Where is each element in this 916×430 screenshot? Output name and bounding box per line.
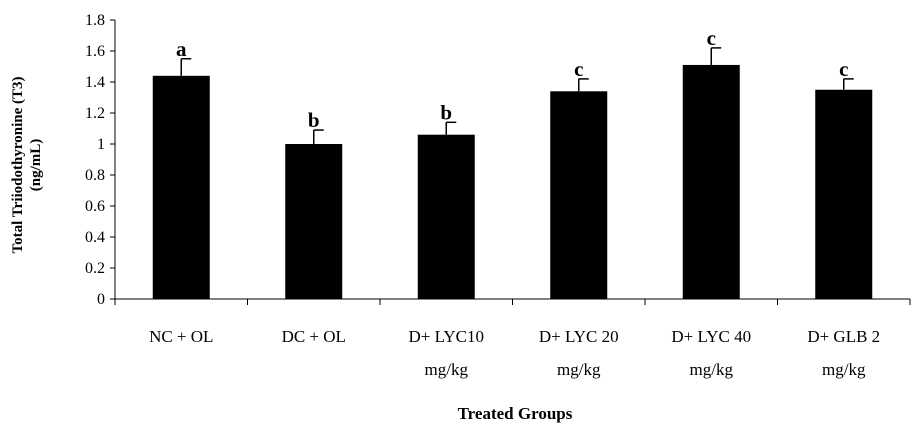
significance-label: c bbox=[574, 57, 583, 81]
x-axis-title: Treated Groups bbox=[458, 404, 573, 423]
y-tick-label: 1.2 bbox=[85, 105, 105, 122]
y-tick-label: 0.6 bbox=[85, 198, 105, 215]
y-tick-label: 0.8 bbox=[85, 167, 105, 184]
bar bbox=[815, 89, 873, 299]
bar bbox=[152, 75, 210, 299]
x-tick-label: mg/kg bbox=[822, 360, 866, 379]
x-tick-label: mg/kg bbox=[557, 360, 601, 379]
x-tick-label: mg/kg bbox=[690, 360, 734, 379]
y-axis: 0 0.2 0.4 0.6 0.8 1 1.2 1.4 1.6 1.8 bbox=[85, 12, 116, 308]
x-tick-labels: NC + OL DC + OL D+ LYC10 mg/kg D+ LYC 20 mg/k… bbox=[149, 327, 880, 379]
y-tick-label: 1.4 bbox=[85, 74, 105, 91]
y-axis-title-line: Total Triiodothyronine (T3) bbox=[10, 77, 26, 254]
y-tick-label: 1.6 bbox=[85, 43, 105, 60]
bar bbox=[417, 134, 475, 299]
significance-label: c bbox=[707, 26, 716, 50]
x-tick-label: D+ LYC 20 bbox=[539, 327, 619, 346]
significance-label: b bbox=[308, 108, 320, 132]
significance-label: c bbox=[839, 57, 848, 81]
y-tick-label: 0 bbox=[97, 291, 105, 308]
y-tick-label: 0.4 bbox=[85, 229, 105, 246]
significance-label: b bbox=[440, 100, 452, 124]
x-axis bbox=[114, 298, 911, 305]
bar bbox=[682, 64, 740, 299]
bar-series: a b b c c c bbox=[152, 26, 873, 299]
y-tick-label: 0.2 bbox=[85, 260, 105, 277]
y-axis-title: Total Triiodothyronine (T3) (ng/mL) bbox=[10, 77, 44, 254]
x-tick-label: mg/kg bbox=[425, 360, 469, 379]
x-tick-label: D+ LYC 40 bbox=[671, 327, 751, 346]
x-tick-label: D+ LYC10 bbox=[409, 327, 484, 346]
significance-label: a bbox=[176, 37, 187, 61]
x-tick-label: D+ GLB 2 bbox=[807, 327, 880, 346]
bar bbox=[285, 144, 343, 299]
y-tick-label: 1.8 bbox=[85, 12, 105, 29]
x-tick-label: NC + OL bbox=[149, 327, 213, 346]
y-axis-title-line: (ng/mL) bbox=[28, 139, 44, 192]
y-tick-label: 1 bbox=[97, 136, 105, 153]
x-tick-label: DC + OL bbox=[282, 327, 346, 346]
bar bbox=[550, 91, 608, 299]
